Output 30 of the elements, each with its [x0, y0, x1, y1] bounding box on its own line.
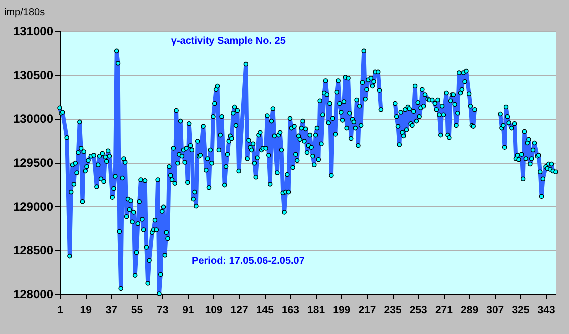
x-tick-label: 1	[58, 304, 64, 316]
x-tick-label: 19	[80, 304, 92, 316]
y-tick-label: 128500	[13, 244, 54, 258]
x-tick-label: 235	[384, 304, 402, 316]
x-tick-label: 289	[461, 304, 479, 316]
y-tick-label: 130000	[13, 112, 54, 126]
y-axis-title: imp/180s	[4, 8, 46, 18]
x-tick-label: 181	[308, 304, 326, 316]
x-tick-label: 325	[512, 304, 530, 316]
annotation: Period: 17.05.06-2.05.07	[192, 256, 306, 267]
x-tick-label: 343	[538, 304, 556, 316]
y-tick-label: 128000	[13, 288, 54, 302]
y-tick-label: 129500	[13, 156, 54, 170]
x-tick-label: 199	[333, 304, 351, 316]
y-tick-label: 130500	[13, 68, 54, 82]
x-tick-label: 73	[156, 304, 169, 316]
x-tick-label: 271	[435, 304, 454, 316]
x-tick-label: 109	[205, 304, 223, 316]
chart-title: γ-activity Sample No. 25	[171, 36, 286, 47]
x-tick-label: 37	[106, 304, 118, 316]
x-tick-label: 91	[182, 304, 194, 316]
x-tick-label: 163	[282, 304, 300, 316]
y-tick-label: 131000	[13, 24, 54, 38]
x-tick-label: 145	[256, 304, 274, 316]
x-tick-label: 217	[358, 304, 376, 316]
x-tick-label: 127	[230, 304, 248, 316]
x-tick-label: 307	[486, 304, 504, 316]
x-tick-label: 55	[131, 304, 144, 316]
x-tick-label: 253	[410, 304, 428, 316]
y-tick-label: 129000	[13, 200, 54, 214]
